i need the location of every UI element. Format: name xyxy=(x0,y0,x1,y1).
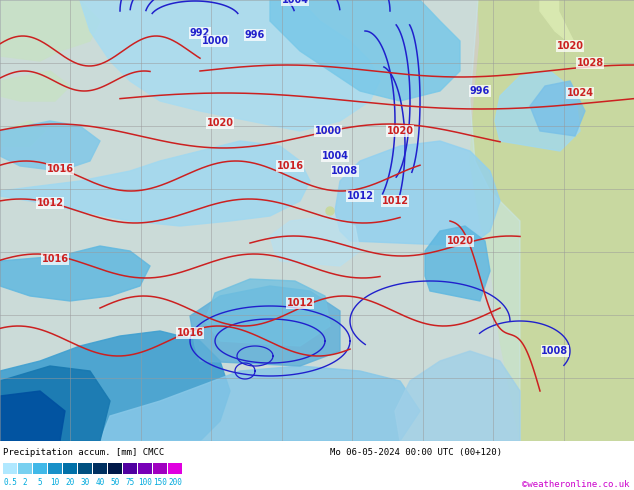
Text: 1016: 1016 xyxy=(41,254,68,264)
Text: 1012: 1012 xyxy=(37,198,63,208)
Text: Mo 06-05-2024 00:00 UTC (00+120): Mo 06-05-2024 00:00 UTC (00+120) xyxy=(330,447,502,457)
Text: 40: 40 xyxy=(95,478,105,487)
Text: 20: 20 xyxy=(65,478,75,487)
Text: 2: 2 xyxy=(23,478,27,487)
Text: 50: 50 xyxy=(110,478,120,487)
Text: 1012: 1012 xyxy=(347,191,373,201)
Text: 996: 996 xyxy=(470,86,490,96)
Text: 996: 996 xyxy=(245,30,265,40)
Bar xyxy=(33,463,47,474)
Polygon shape xyxy=(425,226,490,301)
Polygon shape xyxy=(0,0,520,441)
Text: 1004: 1004 xyxy=(321,151,349,161)
Polygon shape xyxy=(540,0,634,61)
Text: 1016: 1016 xyxy=(46,164,74,174)
Polygon shape xyxy=(205,279,330,346)
Polygon shape xyxy=(0,141,310,226)
Text: ©weatheronline.co.uk: ©weatheronline.co.uk xyxy=(522,480,630,489)
Polygon shape xyxy=(0,121,45,146)
Text: 1000: 1000 xyxy=(202,36,228,46)
Text: 1020: 1020 xyxy=(387,126,413,136)
Text: 992: 992 xyxy=(190,28,210,38)
Polygon shape xyxy=(0,0,100,61)
Polygon shape xyxy=(0,366,110,441)
Text: 1016: 1016 xyxy=(276,161,304,171)
Polygon shape xyxy=(395,351,520,441)
Text: 1008: 1008 xyxy=(541,346,569,356)
Text: 150: 150 xyxy=(153,478,167,487)
Text: 10: 10 xyxy=(50,478,60,487)
Bar xyxy=(153,463,167,474)
Circle shape xyxy=(326,207,334,215)
Polygon shape xyxy=(0,121,100,171)
Bar xyxy=(48,463,62,474)
Polygon shape xyxy=(80,0,380,131)
Text: 1020: 1020 xyxy=(446,236,474,246)
Bar xyxy=(168,463,182,474)
Text: 1008: 1008 xyxy=(332,166,359,176)
Text: 1028: 1028 xyxy=(576,58,604,68)
Text: 1016: 1016 xyxy=(176,328,204,338)
Bar xyxy=(78,463,92,474)
Polygon shape xyxy=(560,0,634,91)
Polygon shape xyxy=(270,216,360,266)
Text: 0.5: 0.5 xyxy=(3,478,17,487)
Text: 100: 100 xyxy=(138,478,152,487)
Text: 30: 30 xyxy=(81,478,89,487)
Bar xyxy=(108,463,122,474)
Polygon shape xyxy=(190,286,340,366)
Bar xyxy=(63,463,77,474)
Polygon shape xyxy=(0,246,150,301)
Text: 75: 75 xyxy=(126,478,134,487)
Polygon shape xyxy=(335,141,500,246)
Text: 1020: 1020 xyxy=(557,41,583,51)
Polygon shape xyxy=(470,0,634,441)
Text: 1012: 1012 xyxy=(287,298,313,308)
Text: 1020: 1020 xyxy=(207,118,233,128)
Bar xyxy=(138,463,152,474)
Bar xyxy=(3,463,17,474)
Polygon shape xyxy=(100,366,420,441)
Polygon shape xyxy=(0,331,230,441)
Polygon shape xyxy=(495,71,580,151)
Bar xyxy=(93,463,107,474)
Text: 1012: 1012 xyxy=(382,196,408,206)
Polygon shape xyxy=(270,0,460,101)
Text: 1024: 1024 xyxy=(567,88,593,98)
Text: 200: 200 xyxy=(168,478,182,487)
Text: Precipitation accum. [mm] CMCC: Precipitation accum. [mm] CMCC xyxy=(3,447,164,457)
Text: 5: 5 xyxy=(37,478,42,487)
Polygon shape xyxy=(0,71,70,101)
Bar xyxy=(18,463,32,474)
Bar xyxy=(123,463,137,474)
Text: 1004: 1004 xyxy=(281,0,309,5)
Polygon shape xyxy=(0,391,65,441)
Text: 1000: 1000 xyxy=(314,126,342,136)
Polygon shape xyxy=(530,81,585,136)
